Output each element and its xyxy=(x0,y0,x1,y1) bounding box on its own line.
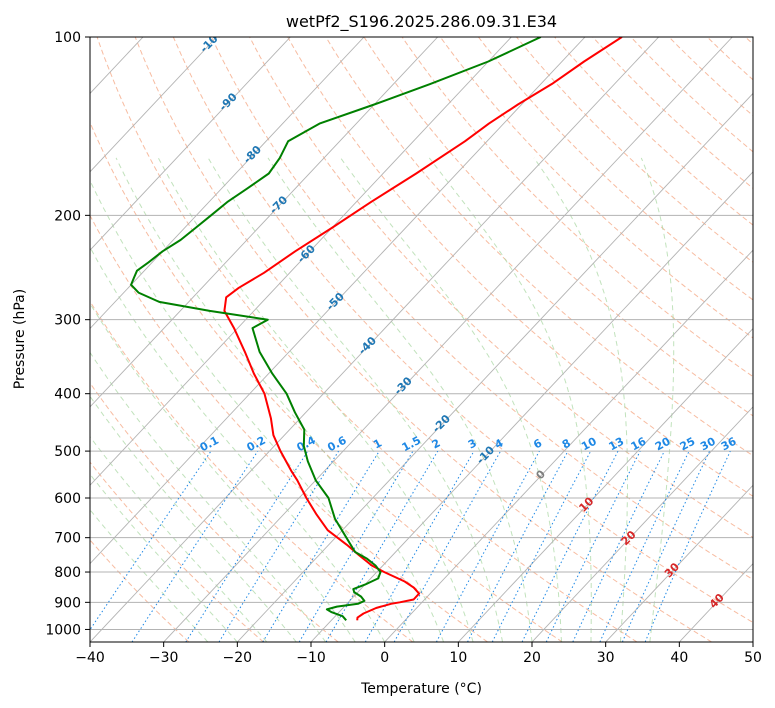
isotherm-line xyxy=(384,249,753,642)
mixing-ratio-line xyxy=(131,450,259,642)
isotherm-line xyxy=(90,37,439,408)
mixing-ratio-line xyxy=(435,450,540,642)
mixing-ratio-label: 36 xyxy=(719,435,739,454)
x-tick-label: 40 xyxy=(670,650,688,666)
temperature-series-line xyxy=(223,37,623,621)
x-tick-label: −30 xyxy=(149,650,179,666)
chart-title: wetPf2_S196.2025.286.09.31.E34 xyxy=(286,12,557,32)
y-tick-label: 700 xyxy=(54,531,81,547)
isotherm-line xyxy=(531,406,753,642)
x-tick-label: 50 xyxy=(744,650,762,666)
mixing-ratio-label: 30 xyxy=(698,435,718,454)
dry-adiabat-line xyxy=(90,300,414,642)
y-tick-label: 800 xyxy=(54,565,81,581)
y-tick-label: 500 xyxy=(54,444,81,460)
profile-series xyxy=(130,37,623,621)
x-tick-label: −20 xyxy=(223,650,253,666)
isotherm-line xyxy=(310,171,753,642)
isotherm-line xyxy=(90,37,365,330)
x-tick-label: −10 xyxy=(296,650,326,666)
isotherm-line xyxy=(458,327,753,642)
x-tick-label: −40 xyxy=(75,650,105,666)
isotherm-line xyxy=(237,92,753,642)
dry-adiabat-line xyxy=(90,121,563,642)
dry-adiabat-line xyxy=(96,37,638,642)
isotherm-line xyxy=(90,37,291,251)
mixing-ratio-label: 20 xyxy=(653,435,673,454)
mixing-ratio-line xyxy=(90,450,212,631)
dry-adiabat-line xyxy=(363,37,753,417)
mixing-ratio-line xyxy=(393,450,502,642)
moist-adiabat-line xyxy=(90,435,268,642)
isotherm-line xyxy=(605,484,753,642)
isotherm-line xyxy=(90,37,512,486)
isotherm-line xyxy=(90,37,218,173)
dry-adiabat-line xyxy=(134,37,712,642)
mixing-ratio-line xyxy=(185,450,309,642)
isotherm-line xyxy=(90,37,660,642)
x-tick-label: 30 xyxy=(597,650,615,666)
y-tick-label: 1000 xyxy=(45,622,81,638)
dry-adiabat-line xyxy=(211,37,753,581)
y-tick-label: 200 xyxy=(54,208,81,224)
y-tick-label: 400 xyxy=(54,387,81,403)
dry-adiabat-line xyxy=(90,461,264,642)
moist-adiabat-line xyxy=(90,473,238,642)
mixing-ratio-label: 25 xyxy=(678,435,698,454)
dry-adiabat-line xyxy=(516,37,753,263)
isotherm-line xyxy=(163,37,733,642)
x-tick-label: 0 xyxy=(380,650,389,666)
moist-adiabat-line xyxy=(115,157,445,642)
mixing-ratio-line xyxy=(262,450,380,642)
dry-adiabat-line xyxy=(287,37,753,497)
mixing-ratio-label: 10 xyxy=(579,435,599,454)
mixing-ratio-line xyxy=(545,450,641,642)
x-axis-label: Temperature (°C) xyxy=(360,681,482,697)
axes: −40 −30 −20 −10 0 10 20 30 40 50 100 200 300 400 500 60… xyxy=(45,30,762,666)
dry-adiabat-line xyxy=(592,37,753,189)
background-lines xyxy=(90,37,753,642)
mixing-ratio-line xyxy=(644,450,731,642)
y-tick-label: 300 xyxy=(54,313,81,329)
moist-adiabat-line xyxy=(90,179,415,642)
x-tick-label: 10 xyxy=(449,650,467,666)
mixing-ratio-label: 13 xyxy=(607,435,627,454)
y-axis-label: Pressure (hPa) xyxy=(12,289,28,389)
mixing-ratio-line xyxy=(521,450,619,642)
y-tick-label: 100 xyxy=(54,30,81,46)
dry-adiabat-line xyxy=(439,37,753,339)
dewpoint-series-line xyxy=(130,37,542,621)
x-tick-label: 20 xyxy=(523,650,541,666)
y-tick-label: 600 xyxy=(54,491,81,507)
plot-frame xyxy=(89,36,754,643)
y-tick-label: 900 xyxy=(54,595,81,611)
mixing-ratio-line xyxy=(621,450,711,642)
dry-adiabat-line xyxy=(249,37,753,539)
isotherm-line xyxy=(90,37,586,565)
dry-adiabat-line xyxy=(172,37,753,624)
mixing-ratio-label: 16 xyxy=(629,435,649,454)
dry-adiabat-line xyxy=(90,539,190,642)
dry-adiabat-line xyxy=(401,37,753,378)
